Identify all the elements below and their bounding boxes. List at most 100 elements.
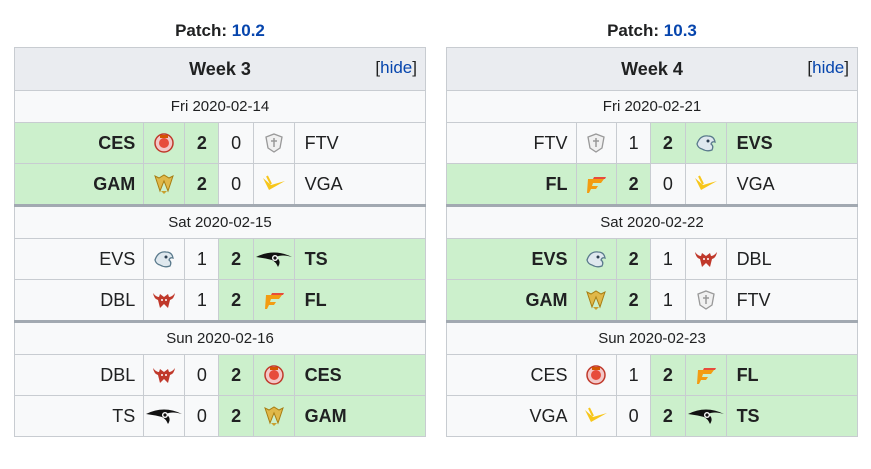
right-score: 1 <box>650 238 686 280</box>
date-row: Sat 2020-02-15 <box>14 204 426 239</box>
right-team-name[interactable]: FL <box>293 279 427 322</box>
week-title: Week 3 <box>189 58 251 79</box>
right-score: 0 <box>218 163 254 206</box>
fl-logo-icon[interactable] <box>252 279 295 322</box>
ftv-logo-icon[interactable] <box>575 122 618 164</box>
match-row: FL 2 0 VGA <box>446 163 859 206</box>
match-row: DBL 0 2 CES <box>13 354 427 396</box>
left-team-name[interactable]: FL <box>446 163 577 206</box>
week-column: Patch: 10.3 Week 4 [hide] Fri 2020-02-21 FTV… <box>446 18 859 437</box>
left-score: 2 <box>184 163 220 206</box>
left-score: 1 <box>184 238 220 280</box>
right-score: 2 <box>218 354 254 396</box>
week-table: Week 4 [hide] Fri 2020-02-21 FTV 1 2 EVS FL 2 0 VG… <box>446 47 859 437</box>
left-score: 1 <box>184 279 220 322</box>
right-score: 0 <box>218 122 254 164</box>
week-header-row: Week 3 [hide] <box>14 47 426 91</box>
ces-logo-icon[interactable] <box>575 354 618 396</box>
match-row: DBL 1 2 FL <box>13 279 427 322</box>
right-team-name[interactable]: GAM <box>293 395 427 437</box>
ftv-logo-icon[interactable] <box>684 279 727 322</box>
left-team-name[interactable]: GAM <box>13 163 145 206</box>
evs-logo-icon[interactable] <box>575 238 618 280</box>
match-date: Sun 2020-02-23 <box>446 320 858 355</box>
patch-label: Patch: <box>607 21 660 40</box>
right-score: 2 <box>650 122 686 164</box>
hide-bracket-open: [ <box>375 58 381 77</box>
left-team-name[interactable]: TS <box>13 395 145 437</box>
right-score: 2 <box>218 238 254 280</box>
right-team-name[interactable]: TS <box>293 238 427 280</box>
left-team-name[interactable]: GAM <box>446 279 577 322</box>
right-score: 0 <box>650 163 686 206</box>
match-row: CES 2 0 FTV <box>13 122 427 164</box>
left-team-name[interactable]: CES <box>446 354 577 396</box>
right-team-name[interactable]: TS <box>725 395 859 437</box>
hide-toggle: [hide] <box>375 58 417 78</box>
left-score: 2 <box>616 238 652 280</box>
right-team-name[interactable]: EVS <box>725 122 859 164</box>
right-score: 2 <box>650 395 686 437</box>
date-row: Fri 2020-02-21 <box>446 90 858 123</box>
match-row: EVS 2 1 DBL <box>446 238 859 280</box>
ts-logo-icon[interactable] <box>252 238 295 280</box>
left-team-name[interactable]: FTV <box>446 122 577 164</box>
left-score: 1 <box>616 354 652 396</box>
evs-logo-icon[interactable] <box>684 122 727 164</box>
hide-link[interactable]: hide <box>812 58 845 77</box>
right-team-name[interactable]: CES <box>293 354 427 396</box>
hide-bracket-close: ] <box>412 58 417 77</box>
gam-logo-icon[interactable] <box>575 279 618 322</box>
week-header-row: Week 4 [hide] <box>446 47 858 91</box>
right-team-name[interactable]: FTV <box>293 122 427 164</box>
gam-logo-icon[interactable] <box>143 163 186 206</box>
patch-label: Patch: <box>175 21 228 40</box>
vga-logo-icon[interactable] <box>575 395 618 437</box>
match-row: TS 0 2 GAM <box>13 395 427 437</box>
week-header: Week 3 [hide] <box>14 47 426 91</box>
date-row: Sun 2020-02-23 <box>446 320 858 355</box>
left-score: 2 <box>184 122 220 164</box>
vga-logo-icon[interactable] <box>252 163 295 206</box>
right-team-name[interactable]: VGA <box>725 163 859 206</box>
right-score: 2 <box>218 395 254 437</box>
right-score: 2 <box>218 279 254 322</box>
vga-logo-icon[interactable] <box>684 163 727 206</box>
match-row: FTV 1 2 EVS <box>446 122 859 164</box>
left-team-name[interactable]: EVS <box>13 238 145 280</box>
patch-version: 10.2 <box>231 21 265 40</box>
match-row: GAM 2 1 FTV <box>446 279 859 322</box>
ces-logo-icon[interactable] <box>252 354 295 396</box>
ces-logo-icon[interactable] <box>143 122 186 164</box>
left-team-name[interactable]: VGA <box>446 395 577 437</box>
left-team-name[interactable]: DBL <box>13 354 145 396</box>
left-team-name[interactable]: EVS <box>446 238 577 280</box>
dbl-logo-icon[interactable] <box>143 354 186 396</box>
right-team-name[interactable]: FL <box>725 354 859 396</box>
dbl-logo-icon[interactable] <box>684 238 727 280</box>
week-table: Week 3 [hide] Fri 2020-02-14 CES 2 0 FTV GAM 2 0 V… <box>13 47 427 437</box>
match-date: Fri 2020-02-21 <box>446 90 858 123</box>
right-team-name[interactable]: FTV <box>725 279 859 322</box>
right-team-name[interactable]: DBL <box>725 238 859 280</box>
match-date: Sat 2020-02-15 <box>14 204 426 239</box>
fl-logo-icon[interactable] <box>575 163 618 206</box>
match-date: Fri 2020-02-14 <box>14 90 426 123</box>
ts-logo-icon[interactable] <box>684 395 727 437</box>
hide-bracket-close: ] <box>844 58 849 77</box>
hide-link[interactable]: hide <box>380 58 413 77</box>
left-team-name[interactable]: CES <box>13 122 145 164</box>
left-team-name[interactable]: DBL <box>13 279 145 322</box>
ftv-logo-icon[interactable] <box>252 122 295 164</box>
gam-logo-icon[interactable] <box>252 395 295 437</box>
ts-logo-icon[interactable] <box>143 395 186 437</box>
left-score: 2 <box>616 279 652 322</box>
date-row: Fri 2020-02-14 <box>14 90 426 123</box>
evs-logo-icon[interactable] <box>143 238 186 280</box>
patch-version: 10.3 <box>663 21 697 40</box>
right-team-name[interactable]: VGA <box>293 163 427 206</box>
left-score: 2 <box>616 163 652 206</box>
dbl-logo-icon[interactable] <box>143 279 186 322</box>
fl-logo-icon[interactable] <box>684 354 727 396</box>
match-row: CES 1 2 FL <box>446 354 859 396</box>
